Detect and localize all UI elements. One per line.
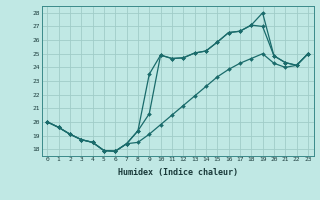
X-axis label: Humidex (Indice chaleur): Humidex (Indice chaleur) bbox=[118, 168, 237, 177]
